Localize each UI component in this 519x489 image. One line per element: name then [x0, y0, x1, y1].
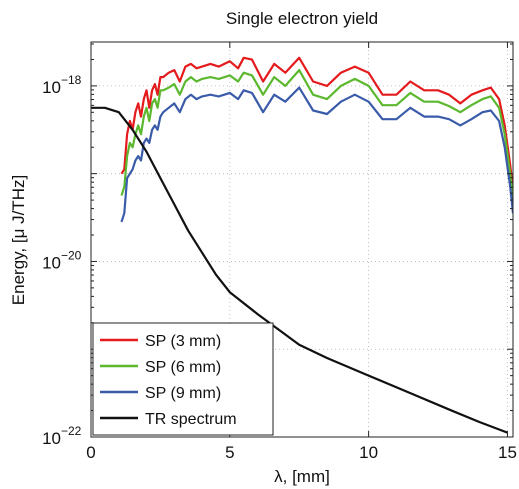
legend-label: TR spectrum	[145, 411, 237, 428]
legend-label: SP (6 mm)	[145, 359, 221, 376]
legend-label: SP (9 mm)	[145, 385, 221, 402]
y-tick-label-base: 10	[42, 429, 61, 448]
y-tick-label-exponent: −22	[61, 424, 82, 438]
legend-box	[92, 322, 274, 436]
series-line-2	[120, 68, 513, 201]
y-axis-label: Energy, [μ J/THz]	[9, 175, 28, 305]
series-line-3	[120, 86, 513, 223]
x-axis-label: λ, [mm]	[274, 467, 330, 486]
chart-title: Single electron yield	[226, 9, 378, 28]
series-line-1	[120, 56, 513, 192]
legend: SP (3 mm) SP (6 mm) SP (9 mm) TR spectrum	[92, 322, 274, 436]
x-tick-label: 5	[225, 443, 234, 462]
legend-label: SP (3 mm)	[145, 333, 221, 350]
x-tick-label: 15	[498, 443, 517, 462]
series-layer	[91, 56, 513, 434]
y-tick-label-exponent: −18	[61, 73, 82, 87]
y-tick-label-base: 10	[42, 253, 61, 272]
x-tick-label: 10	[359, 443, 378, 462]
series-line-4	[91, 106, 508, 434]
y-tick-label: 10 −22	[42, 424, 82, 448]
y-tick-label: 10 −18	[42, 73, 82, 97]
plot-frame	[90, 41, 514, 438]
x-tick-label: 0	[86, 443, 95, 462]
y-tick-label-exponent: −20	[61, 248, 82, 262]
y-tick-label-base: 10	[42, 78, 61, 97]
y-tick-label: 10 −20	[42, 248, 82, 272]
